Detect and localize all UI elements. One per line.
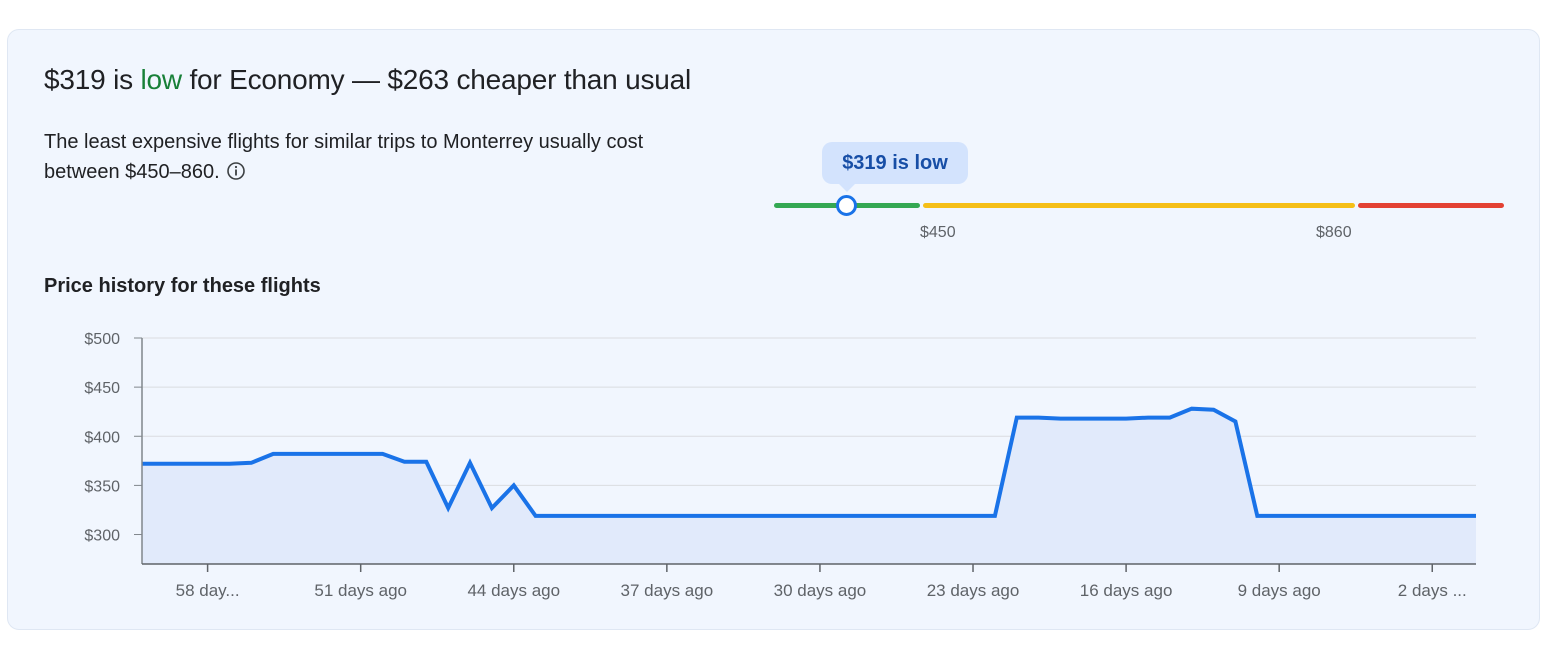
headline-rest: for Economy — $263 cheaper than usual	[181, 64, 692, 95]
headline-price: $319 is	[44, 64, 141, 95]
range-bar-high	[1358, 203, 1504, 208]
y-tick-label: $450	[84, 380, 120, 397]
x-tick-label: 2 days ...	[1398, 581, 1467, 600]
x-tick-label: 58 day...	[176, 581, 240, 600]
price-tooltip: $319 is low	[822, 142, 968, 184]
x-tick-label: 9 days ago	[1238, 581, 1321, 600]
y-tick-label: $400	[84, 429, 120, 446]
price-area	[142, 408, 1476, 564]
x-tick-label: 44 days ago	[467, 581, 560, 600]
tooltip-pointer	[838, 183, 856, 192]
y-tick-label: $300	[84, 528, 120, 545]
description-text: The least expensive flights for similar …	[44, 131, 644, 183]
y-tick-label: $500	[84, 331, 120, 348]
y-tick-label: $350	[84, 478, 120, 495]
price-history-title: Price history for these flights	[44, 275, 321, 297]
price-description: The least expensive flights for similar …	[44, 127, 644, 190]
current-price-marker	[836, 195, 857, 216]
range-bar-typical	[923, 203, 1355, 208]
range-label-high: $860	[1316, 224, 1352, 241]
x-tick-label: 30 days ago	[774, 581, 867, 600]
x-tick-label: 16 days ago	[1080, 581, 1173, 600]
x-tick-label: 37 days ago	[621, 581, 714, 600]
price-headline: $319 is low for Economy — $263 cheaper t…	[44, 64, 691, 96]
headline-level: low	[140, 64, 182, 95]
range-label-low: $450	[920, 224, 956, 241]
info-icon[interactable]	[226, 160, 246, 190]
x-tick-label: 51 days ago	[314, 581, 407, 600]
x-tick-label: 23 days ago	[927, 581, 1020, 600]
price-line	[142, 406, 1476, 518]
